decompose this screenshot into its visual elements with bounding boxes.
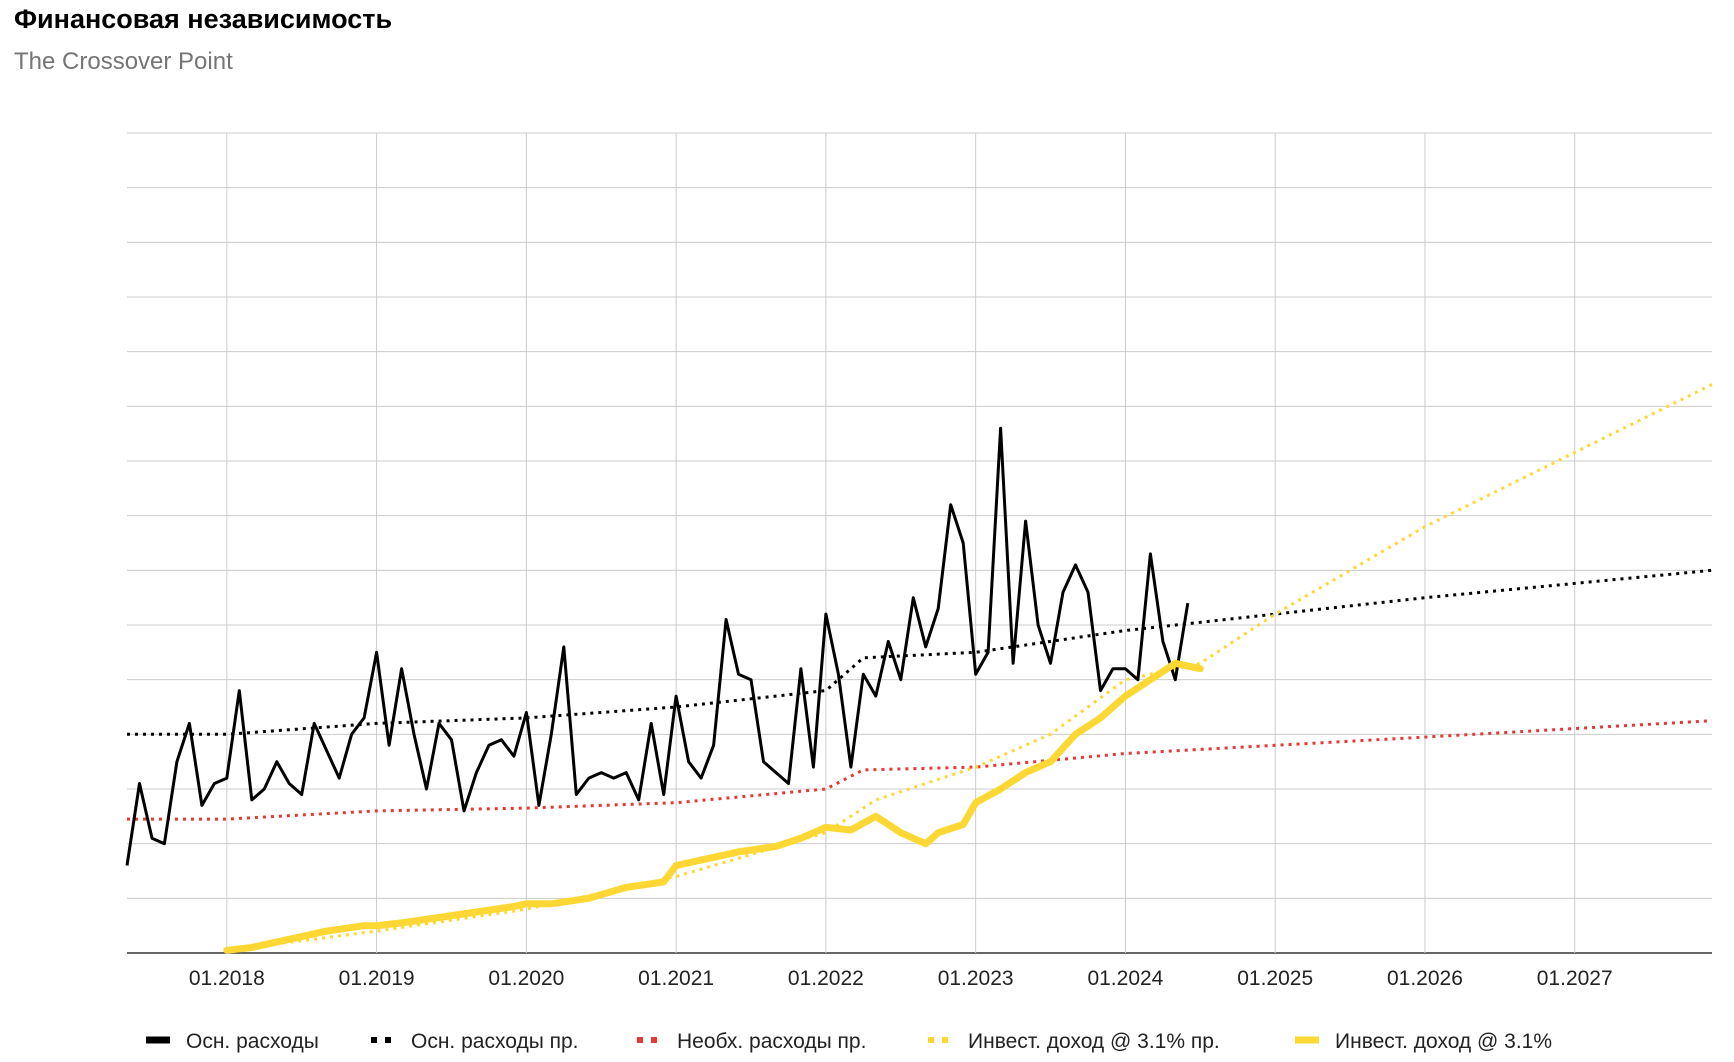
legend-label: Инвест. доход @ 3.1% xyxy=(1335,1030,1552,1053)
legend-label: Осн. расходы пр. xyxy=(411,1030,579,1053)
chart-series xyxy=(125,383,1713,954)
chart-grid xyxy=(127,132,1712,954)
chart-legend: Осн. расходы Осн. расходы пр. Необх. расхо… xyxy=(146,1030,1552,1053)
legend-label: Необх. расходы пр. xyxy=(677,1030,866,1053)
series-line-1 xyxy=(127,568,1713,736)
legend-label: Осн. расходы xyxy=(186,1030,319,1053)
x-tick-label: 01.2023 xyxy=(938,967,1014,990)
x-tick-label: 01.2024 xyxy=(1087,967,1163,990)
x-tick-label: 01.2025 xyxy=(1237,967,1313,990)
x-tick-label: 01.2027 xyxy=(1537,967,1613,990)
series-line-3 xyxy=(226,383,1713,952)
series-line-0 xyxy=(125,426,1190,866)
x-tick-label: 01.2021 xyxy=(638,967,714,990)
x-tick-label: 01.2020 xyxy=(488,967,564,990)
chart-subtitle: The Crossover Point xyxy=(14,48,233,75)
series-line-4 xyxy=(223,659,1204,954)
x-tick-label: 01.2022 xyxy=(788,967,864,990)
x-tick-label: 01.2018 xyxy=(189,967,265,990)
legend-label: Инвест. доход @ 3.1% пр. xyxy=(968,1030,1220,1053)
series-line-2 xyxy=(127,719,1713,821)
x-tick-label: 01.2026 xyxy=(1387,967,1463,990)
x-tick-label: 01.2019 xyxy=(339,967,415,990)
chart-title: Финансовая независимость xyxy=(14,4,393,34)
x-axis-ticks: 01.2018 01.2019 01.2020 01.2021 01.2022 01.20… xyxy=(189,967,1613,990)
